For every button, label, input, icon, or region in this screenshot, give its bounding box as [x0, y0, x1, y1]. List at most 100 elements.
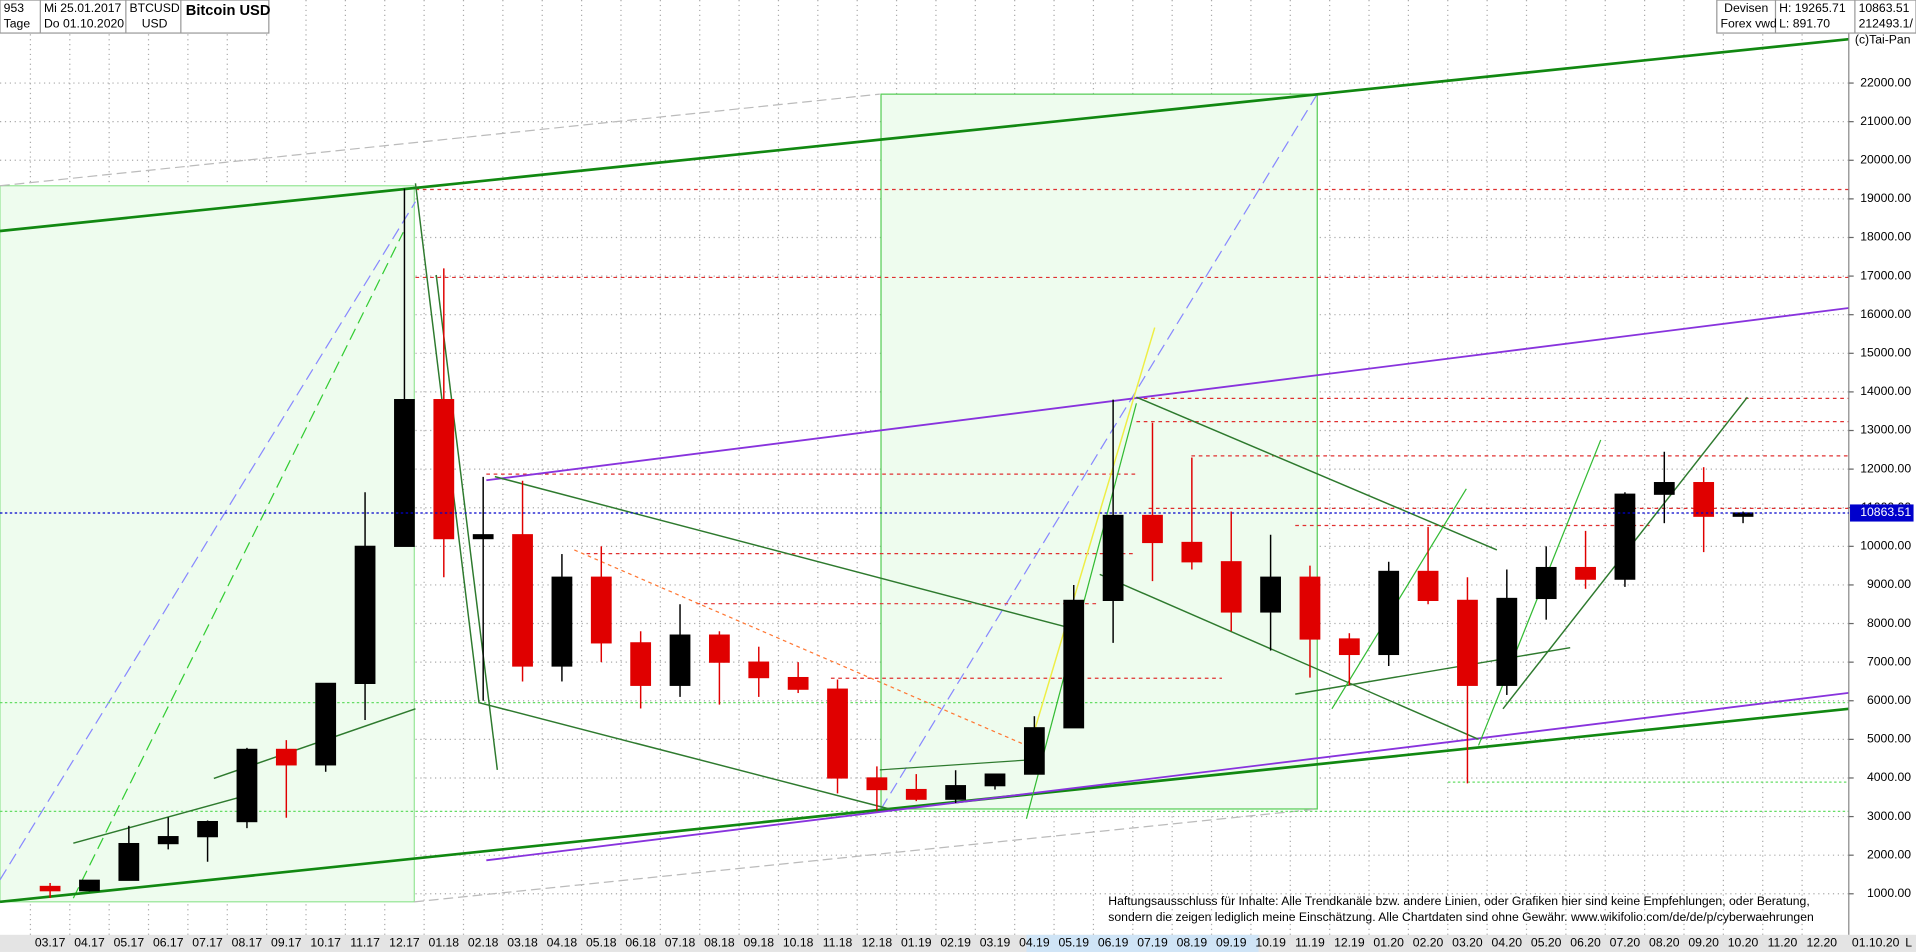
trend-line [1331, 488, 1467, 710]
x-tick-label: 02.19 [940, 936, 971, 950]
candle-body [1417, 570, 1439, 601]
x-tick-label: 08.20 [1649, 936, 1680, 950]
end-date: Do 01.10.2020 [44, 17, 124, 31]
candle-body [984, 773, 1006, 787]
y-tick-label: 15000.00 [1860, 346, 1911, 360]
current-price-marker [1850, 504, 1914, 522]
header-right: Devisen Forex vwd H: 19265.71 L: 891.70 … [1716, 0, 1916, 47]
y-tick-label: 22000.00 [1860, 75, 1911, 89]
candle-body [1102, 514, 1124, 601]
last-value: 10863.51 [1859, 1, 1910, 15]
candle-body [630, 642, 652, 686]
candle-body [236, 748, 258, 823]
x-tick-label: 04.20 [1492, 936, 1523, 950]
trend-line [73, 793, 251, 844]
x-tick-label: 05.17 [114, 936, 145, 950]
x-tick-label: 11.17 [350, 936, 380, 950]
x-tick-label: 07.17 [192, 936, 223, 950]
x-tick-label: 04.17 [74, 936, 105, 950]
y-tick-label: 9000.00 [1867, 577, 1911, 591]
candle-body [1299, 576, 1321, 640]
bar-count: 953 [4, 1, 25, 15]
x-tick-label: 05.18 [586, 936, 617, 950]
high-value: H: 19265.71 [1779, 1, 1846, 15]
x-tick-label: 01.20 [1373, 936, 1404, 950]
currency: USD [142, 17, 168, 31]
zone-box [0, 185, 415, 903]
volume: 212493.1/ [1859, 17, 1914, 31]
x-tick-label: 08.17 [232, 936, 263, 950]
header-box [1716, 0, 1916, 34]
y-tick-label: 20000.00 [1860, 152, 1911, 166]
x-tick-label: 02.18 [468, 936, 499, 950]
x-tick-label: 06.19 [1098, 936, 1129, 950]
candle-body [157, 836, 179, 845]
trend-line [494, 475, 1076, 631]
candle-body [433, 399, 455, 540]
y-tick-label: 18000.00 [1860, 230, 1911, 244]
x-tick-label: 10.18 [783, 936, 814, 950]
symbol: BTCUSD [130, 1, 180, 15]
x-tick-label: 02.20 [1413, 936, 1444, 950]
drawings [0, 37, 1849, 904]
candle-body [1457, 599, 1478, 686]
y-tick-label: 4000.00 [1867, 770, 1911, 784]
x-tick-label: 07.19 [1137, 936, 1168, 950]
source: Forex vwd [1720, 17, 1776, 31]
header-box [0, 0, 270, 34]
header-left: 953 Tage Mi 25.01.2017 Do 01.10.2020 BTC… [0, 0, 270, 34]
zone-box [880, 93, 1318, 810]
y-tick-label: 8000.00 [1867, 616, 1911, 630]
x-axis-area [0, 934, 1916, 952]
x-tick-label: 01.18 [429, 936, 460, 950]
trend-line [435, 274, 499, 770]
trend-line [0, 37, 1849, 233]
x-tick-label: 12.17 [389, 936, 420, 950]
trend-line [0, 201, 416, 881]
candle-body [1260, 576, 1281, 613]
candle-body [315, 682, 337, 766]
trend-line [414, 183, 890, 810]
y-tick-label: 2000.00 [1867, 847, 1911, 861]
x-tick-label: 03.18 [507, 936, 538, 950]
x-tick-label: 07.18 [665, 936, 696, 950]
candle-body [275, 748, 297, 766]
candle-body [866, 777, 888, 791]
y-tick-label: 3000.00 [1867, 809, 1911, 823]
y-tick-label: 16000.00 [1860, 307, 1911, 321]
x-tick-label: 09.17 [271, 936, 302, 950]
x-tick-label: 05.19 [1058, 936, 1089, 950]
period: Tage [4, 17, 31, 31]
trend-line [414, 808, 1318, 903]
x-tick-label: 06.20 [1570, 936, 1601, 950]
candle-body [1142, 514, 1163, 544]
candle-body [1181, 541, 1203, 563]
candle-body [1614, 493, 1636, 580]
y-tick-label: 10000.00 [1860, 539, 1911, 553]
y-tick-label: 17000.00 [1860, 268, 1911, 282]
candle-body [1535, 566, 1557, 600]
x-tick-label: 05.20 [1531, 936, 1562, 950]
x-tick-label: 08.18 [704, 936, 735, 950]
candle-body [118, 842, 140, 881]
y-tick-label: 1000.00 [1867, 886, 1911, 900]
candle-body [590, 576, 612, 644]
candle-body [1023, 727, 1045, 775]
x-tick-label: 09.20 [1688, 936, 1719, 950]
y-tick-label: 19000.00 [1860, 191, 1911, 205]
trend-line [880, 93, 1318, 810]
candle-body [1378, 570, 1400, 656]
y-tick-label: 21000.00 [1860, 114, 1911, 128]
market: Devisen [1724, 1, 1768, 15]
x-tick-label: 11.19 [1295, 936, 1325, 950]
candle-body [1338, 638, 1360, 656]
trend-line [486, 691, 1849, 862]
candle-body [787, 676, 809, 690]
candle-body [1653, 482, 1675, 495]
candle-body [1693, 482, 1715, 517]
x-tick-label: 06.18 [625, 936, 656, 950]
low-value: L: 891.70 [1779, 17, 1830, 31]
trend-line [0, 707, 1849, 904]
trend-line [1295, 646, 1571, 695]
